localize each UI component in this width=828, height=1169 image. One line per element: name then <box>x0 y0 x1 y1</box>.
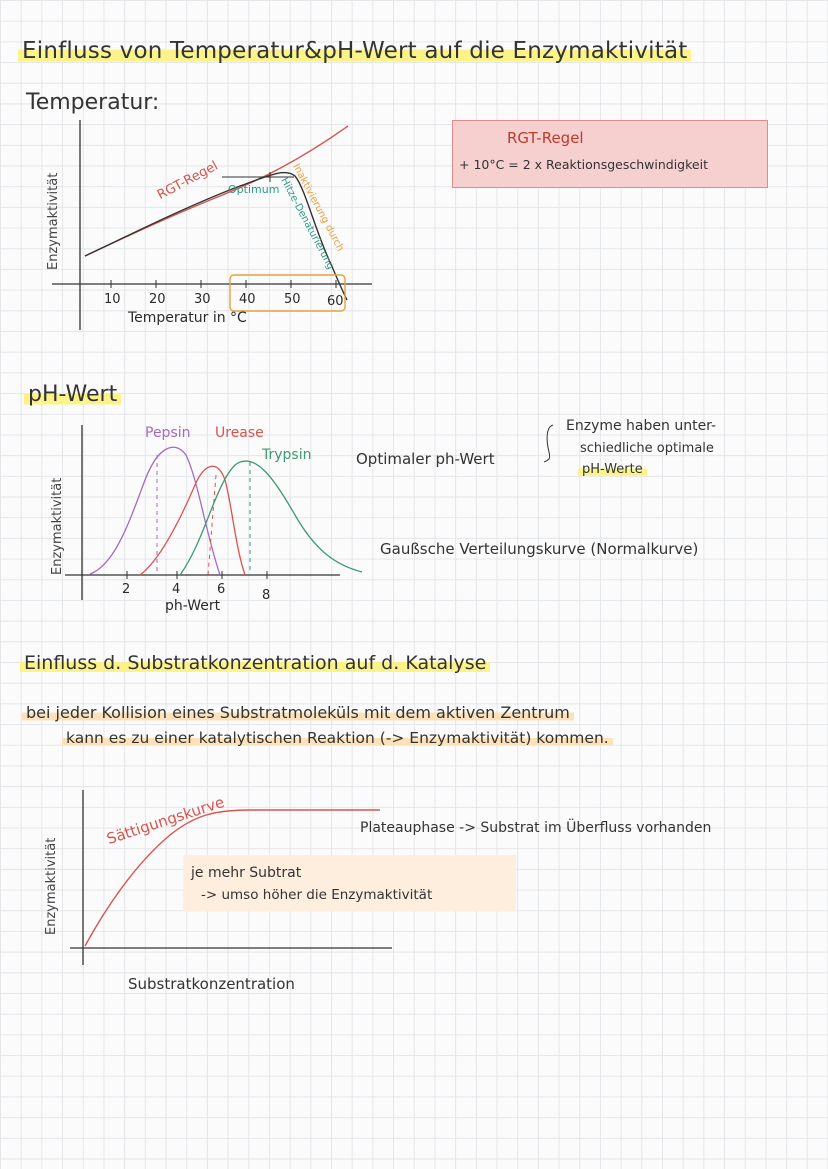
rgt-rule-text: + 10°C = 2 x Reaktionsgeschwindigkeit <box>459 157 708 172</box>
substrate-heading: Einfluss d. Substratkonzentration auf d.… <box>20 652 491 674</box>
temp-tick-30: 30 <box>194 292 211 307</box>
optimum-ph-label: Optimaler ph-Wert <box>356 450 495 468</box>
saturation-curve <box>84 809 380 947</box>
urease-label: Urease <box>215 425 264 441</box>
ph-note-line2: schiedliche optimale <box>580 441 714 456</box>
substrate-note-line1: je mehr Subtrat <box>191 865 302 881</box>
page-title: Einfluss von Temperatur&pH-Wert auf die … <box>18 38 692 64</box>
ph-heading: pH-Wert <box>24 382 122 407</box>
temp-tick-10: 10 <box>104 292 121 307</box>
ph-tick-4: 4 <box>172 582 181 597</box>
temp-tick-40: 40 <box>239 292 256 307</box>
substrate-note-line2: -> umso höher die Enzymaktivität <box>201 887 433 903</box>
trypsin-label: Trypsin <box>262 447 312 463</box>
rgt-rule-title: RGT-Regel <box>507 129 584 147</box>
urease-curve <box>139 465 246 576</box>
ph-tick-6: 6 <box>217 582 226 597</box>
ph-xlabel: ph-Wert <box>165 598 221 614</box>
substrate-xlabel: Substratkonzentration <box>128 975 295 993</box>
temp-tick-50: 50 <box>284 292 301 307</box>
temp-xlabel: Temperatur in °C <box>128 310 247 326</box>
pepsin-curve <box>89 446 221 576</box>
rgt-rule-box: RGT-Regel + 10°C = 2 x Reaktionsgeschwin… <box>452 120 768 188</box>
ph-note-line1: Enzyme haben unter- <box>566 418 717 434</box>
substrate-note-box: je mehr Subtrat -> umso höher die Enzyma… <box>183 855 516 911</box>
substrate-intro-line2: kann es zu einer katalytischen Reaktion … <box>62 729 613 747</box>
pepsin-label: Pepsin <box>145 425 191 441</box>
optimum-label: Optimum <box>228 183 280 196</box>
substrate-intro-line1: bei jeder Kollision eines Substratmolekü… <box>22 703 574 722</box>
gauss-label: Gaußsche Verteilungskurve (Normalkurve) <box>380 540 699 558</box>
temp-tick-60: 60 <box>327 294 344 309</box>
ph-tick-8: 8 <box>262 588 271 603</box>
activity-curve <box>84 171 348 301</box>
temp-tick-20: 20 <box>149 292 166 307</box>
trypsin-curve <box>179 460 363 576</box>
inactivation-range-box <box>229 274 346 312</box>
plateau-label: Plateauphase -> Substrat im Überfluss vo… <box>360 820 712 836</box>
ph-note-line3: pH-Werte <box>578 462 647 477</box>
temperature-heading: Temperatur: <box>26 90 160 115</box>
ph-tick-2: 2 <box>122 582 131 597</box>
